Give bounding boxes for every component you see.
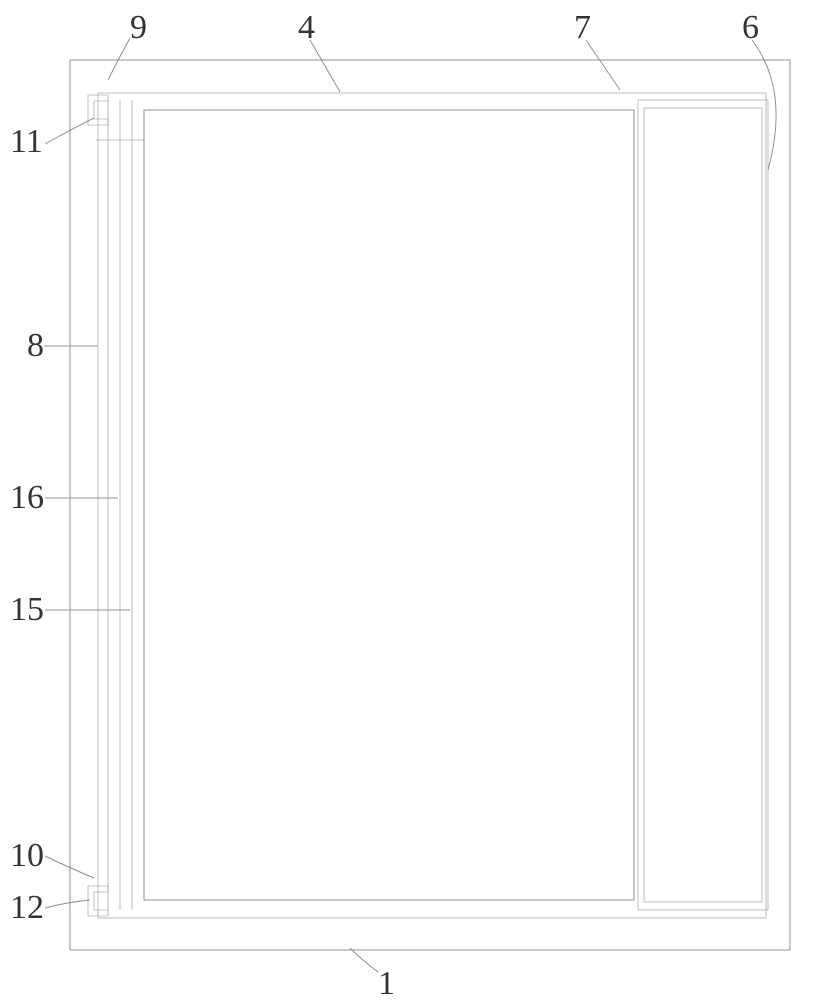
label-1: 1 bbox=[378, 965, 395, 1000]
label-9: 9 bbox=[130, 9, 147, 46]
label-4: 4 bbox=[298, 9, 315, 46]
label-6: 6 bbox=[742, 9, 759, 46]
label-15: 15 bbox=[10, 591, 44, 628]
label-16: 16 bbox=[10, 479, 44, 516]
label-12: 12 bbox=[10, 889, 44, 926]
label-7: 7 bbox=[574, 9, 591, 46]
label-8: 8 bbox=[27, 327, 44, 364]
label-10: 10 bbox=[10, 837, 44, 874]
label-11: 11 bbox=[10, 123, 43, 160]
